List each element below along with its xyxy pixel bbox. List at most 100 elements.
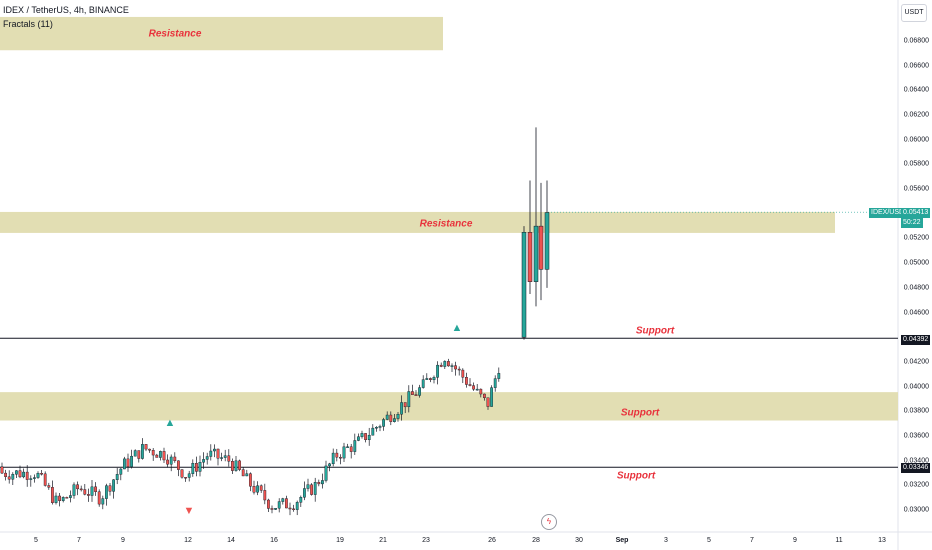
candle-body	[11, 474, 15, 480]
line-label-support-upper: Support	[635, 325, 675, 337]
candle-body	[220, 457, 223, 459]
price-tick-label: 0.03200	[903, 481, 929, 489]
candle-body	[205, 456, 209, 460]
time-tick-label: 5	[34, 537, 38, 544]
candle-body	[443, 361, 447, 367]
indicator-legend[interactable]: Fractals (11)	[3, 19, 53, 29]
candle-body	[61, 497, 65, 501]
candle-body	[493, 378, 497, 388]
candle-body	[133, 450, 137, 457]
candle-body	[29, 478, 33, 480]
candle-body	[14, 470, 18, 475]
candle-body	[538, 225, 544, 270]
price-tick-label: 0.04000	[903, 383, 929, 391]
candle-body	[281, 498, 285, 502]
candle-body	[158, 451, 162, 458]
candle-body	[79, 488, 83, 491]
fractal-up-icon: ▲	[164, 417, 176, 429]
candle-body	[277, 501, 281, 509]
zone-box-support	[0, 392, 898, 421]
candle-body	[382, 419, 385, 427]
candle-body	[414, 394, 418, 396]
candle-body	[22, 471, 25, 478]
candle-body	[475, 388, 479, 391]
candle-body	[25, 471, 29, 480]
candle-body	[396, 414, 400, 419]
price-tick-label: 0.03800	[903, 407, 929, 415]
candle-body	[40, 473, 44, 475]
candle-body	[198, 462, 202, 472]
time-tick-label: 23	[422, 537, 430, 544]
candle-body	[357, 436, 360, 441]
candle-body	[234, 460, 238, 471]
candle-body	[421, 379, 425, 388]
price-tick-label: 0.04800	[903, 284, 929, 292]
candle-body	[202, 459, 205, 463]
time-tick-label: 9	[121, 537, 125, 544]
candle-body	[479, 388, 483, 395]
candle-body	[144, 444, 148, 450]
candle-body	[400, 402, 403, 415]
zone-label-resistance-top: Resistance	[148, 28, 202, 40]
price-tick-label: 0.06800	[903, 37, 929, 45]
candle-body	[151, 450, 155, 456]
price-tick-label: 0.05800	[903, 160, 929, 168]
candle-body	[335, 452, 339, 458]
candle-body	[533, 225, 539, 282]
time-tick-label: 13	[878, 537, 886, 544]
candle-body	[97, 491, 101, 505]
candle-body	[454, 365, 457, 370]
candle-body	[313, 482, 317, 495]
event-calendar-icon[interactable]: ϟ	[541, 514, 557, 530]
candle-body	[353, 440, 357, 452]
candle-body	[378, 426, 382, 428]
candle-body	[148, 448, 151, 451]
candle-body	[140, 444, 144, 459]
candle-body	[122, 458, 126, 470]
last-price-badge: 0.05413	[901, 208, 931, 218]
candle-body	[47, 485, 51, 488]
symbol-title: IDEX / TetherUS, 4h, BINANCE	[3, 5, 129, 15]
zone-box-resistance	[0, 211, 835, 233]
candle-body	[450, 365, 454, 367]
candle-body	[274, 508, 277, 510]
currency-button[interactable]: USDT	[901, 4, 927, 22]
candle-body	[490, 387, 493, 407]
candle-body	[544, 212, 550, 270]
price-tick-label: 0.05600	[903, 185, 929, 193]
candle-body	[216, 448, 220, 459]
candle-body	[155, 454, 159, 458]
candle-body	[166, 459, 169, 465]
candle-body	[521, 232, 527, 338]
zone-box-resistance	[0, 16, 443, 51]
candle-body	[0, 466, 4, 474]
fractal-down-icon: ▼	[183, 505, 195, 517]
candle-body	[173, 456, 177, 462]
candle-body	[212, 448, 216, 452]
candle-body	[436, 364, 439, 378]
candle-body	[439, 364, 443, 367]
candle-body	[303, 488, 306, 498]
candle-body	[256, 485, 259, 493]
candle-body	[321, 480, 324, 485]
candle-body	[385, 414, 389, 420]
time-tick-label: 9	[793, 537, 797, 544]
line-label-support-lower: Support	[616, 470, 656, 482]
candle-body	[472, 385, 475, 390]
candle-body	[486, 397, 490, 407]
candle-body	[176, 460, 180, 470]
candle-body	[465, 377, 468, 385]
time-tick-label: 19	[336, 537, 344, 544]
candle-body	[76, 484, 80, 490]
candle-body	[65, 497, 69, 499]
candle-body	[223, 455, 227, 458]
time-tick-label: 5	[707, 537, 711, 544]
price-tick-label: 0.06600	[903, 62, 929, 70]
candle-body	[94, 486, 98, 492]
candle-body	[227, 455, 231, 462]
candle-body	[331, 452, 335, 465]
candle-body	[191, 463, 195, 474]
candle-body	[432, 377, 436, 380]
